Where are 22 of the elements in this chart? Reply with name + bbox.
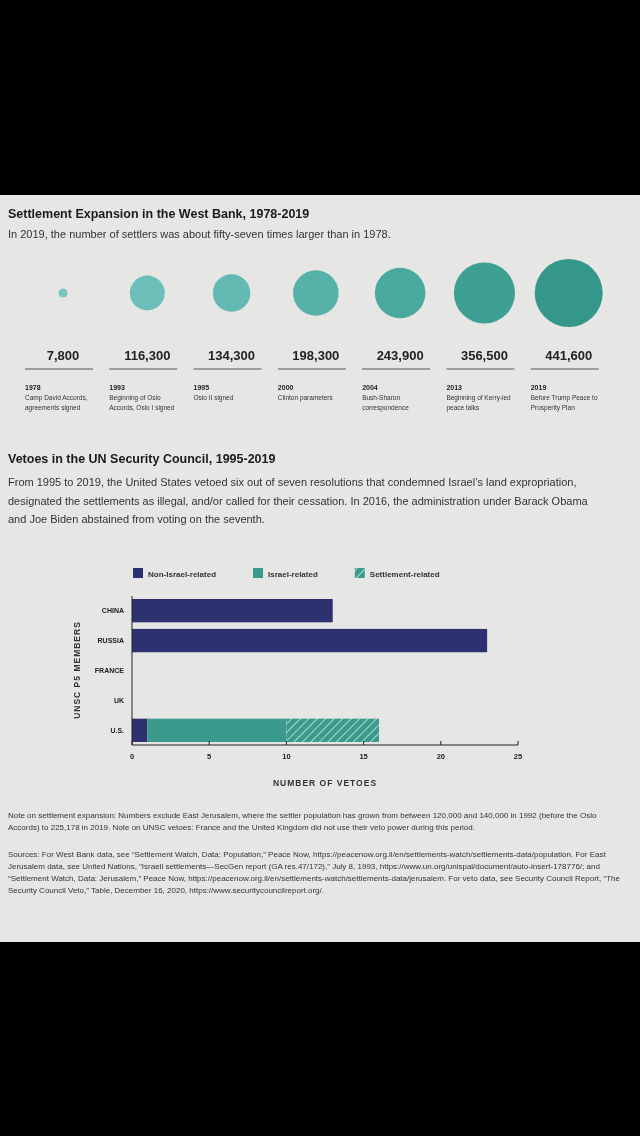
data-label: 116,300: [124, 348, 171, 363]
chart-title: Vetoes in the UN Security Council, 1995-2019: [8, 452, 276, 466]
text: In 2019, the number of settlers was about fifty-seven times larger than in 1978.: [8, 228, 391, 240]
data-label: 243,900: [376, 348, 424, 363]
data-label: 356,500: [460, 348, 508, 363]
chart-subtitle: From 1995 to 2019, the United States vetoed six out of seven resolutions that condemned Israel’s land expropriation, designated the settlements as illegal, and/or called for their cessation. In 2016, the administration under Barack Obama and Joe Biden abstained from voting on the seventh.: [8, 476, 589, 525]
legend-label: Non-Israel-related: [148, 569, 217, 579]
text: Settlement Expansion in the West Bank, 1978-2019: [8, 207, 310, 221]
data-label: 7,800: [46, 348, 80, 363]
data-label: 134,300: [208, 348, 256, 363]
bar: [132, 628, 488, 653]
legend-label: Settlement-related: [369, 569, 440, 579]
legend-label: Israel-related: [268, 569, 318, 579]
x-axis-title: NUMBER OF VETOES: [272, 778, 378, 788]
data-label: 198,300: [292, 348, 340, 363]
bar: [147, 718, 287, 743]
text: Note on settlement expansion: Numbers exclude East Jerusalem, where the settler population has grown from between 120,000 and 140,000 in 1992 (before the Oslo Accords) to 225,178 in 2019. Note on UNSC vetoes: France and the United Kingdom did not use their veto power during this period.: [8, 811, 597, 832]
bar: [286, 718, 380, 743]
bar: [132, 598, 333, 623]
source-note: Sources: For West Bank data, see “Settlement Watch, Data: Population,” Peace Now, https://peacenow.org.il/en/settlements-watch/settlements-data/population. For East Jerusalem data, see United Nations, “Israeli settlements—SecGen report (GA res.47/172),” July 8, 1993, https://www.un.org/unispal/document/auto-insert-178776/; and “Settlement Watch, Data: Jerusalem,” Peace Now, https://peacenow.org.il/en/settlements-watch/settlements-data/jerusalem. For veto data, see Security Council Report, “The Security Council Veto,” Table, December 16, 2020, https://www.securitycouncilreport.org/.: [8, 850, 621, 895]
data-label: 441,600: [545, 348, 593, 363]
y-axis-title: UNSC P5 MEMBERS: [72, 621, 82, 719]
